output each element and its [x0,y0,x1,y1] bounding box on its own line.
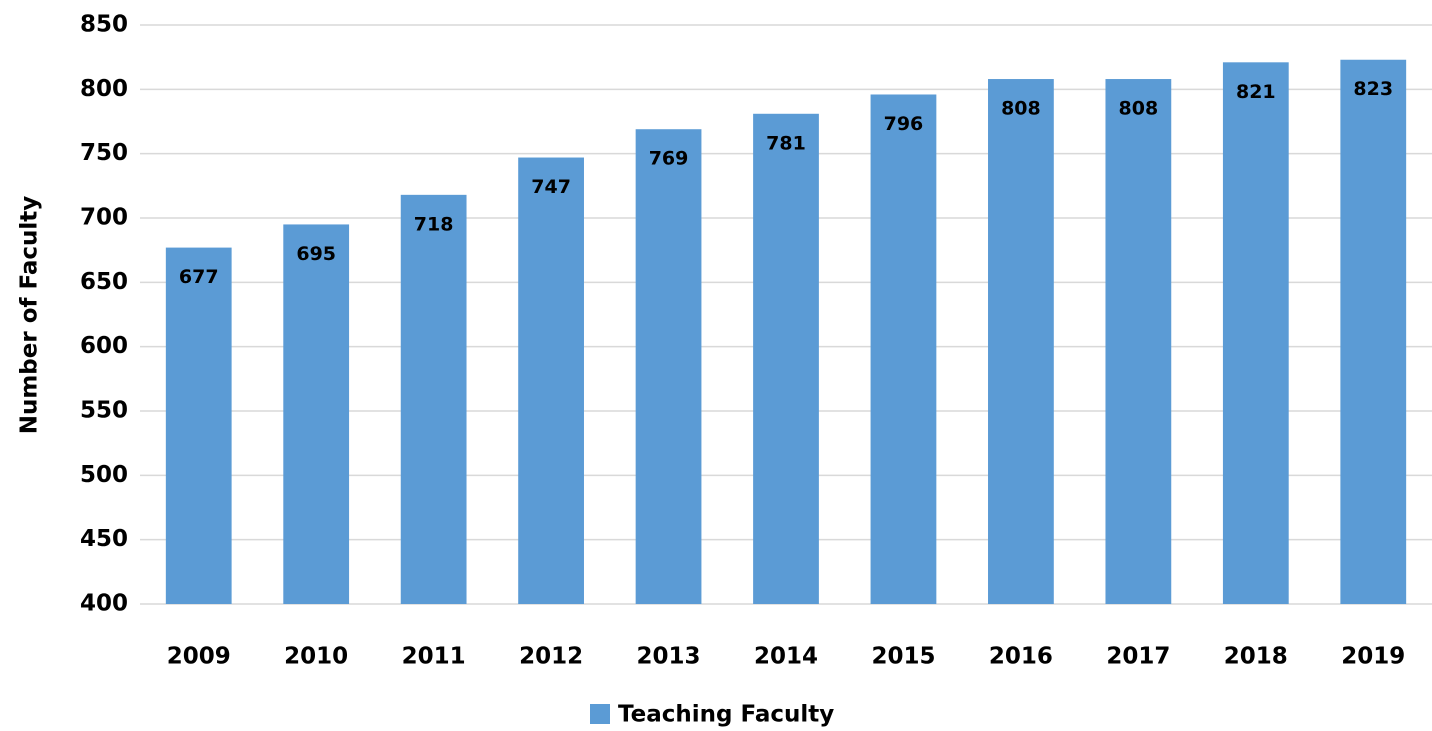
y-axis-title: Number of Faculty [17,196,43,435]
y-tick-label: 550 [80,398,128,424]
bar [753,113,819,604]
data-label: 695 [296,243,336,265]
bar [870,94,937,604]
y-tick-label: 450 [80,526,128,552]
x-tick-label: 2011 [402,644,466,670]
data-label: 808 [1119,98,1159,120]
y-tick-label: 700 [80,205,128,231]
x-tick-label: 2015 [871,644,935,670]
y-tick-label: 600 [80,333,128,359]
data-label: 808 [1001,98,1041,120]
bar [635,129,702,604]
x-tick-label: 2019 [1341,644,1405,670]
legend-swatch [590,704,610,724]
data-label: 718 [414,213,454,235]
bar [518,157,584,604]
x-tick-label: 2017 [1106,644,1170,670]
data-label: 796 [884,113,924,135]
x-tick-label: 2018 [1224,644,1288,670]
x-tick-label: 2012 [519,644,583,670]
x-tick-label: 2016 [989,644,1053,670]
bar [1222,62,1289,604]
bar [400,194,467,604]
y-tick-label: 800 [80,76,128,102]
y-tick-label: 650 [80,269,128,295]
data-label: 823 [1353,78,1393,100]
bar [283,224,350,604]
y-tick-label: 500 [80,462,128,488]
y-tick-label: 850 [80,12,128,38]
bar [988,79,1054,605]
bar [1340,59,1407,605]
data-label: 677 [179,266,219,288]
legend-label: Teaching Faculty [618,702,834,728]
x-tick-label: 2014 [754,644,818,670]
y-tick-label: 750 [80,140,128,166]
bar [165,247,232,605]
bar [1105,79,1172,605]
data-label: 821 [1236,81,1276,103]
data-label: 781 [766,132,806,154]
x-tick-label: 2010 [284,644,348,670]
y-tick-label: 400 [80,591,128,617]
data-label: 769 [649,148,689,170]
x-tick-label: 2009 [167,644,231,670]
x-tick-label: 2013 [637,644,701,670]
data-label: 747 [531,176,571,198]
